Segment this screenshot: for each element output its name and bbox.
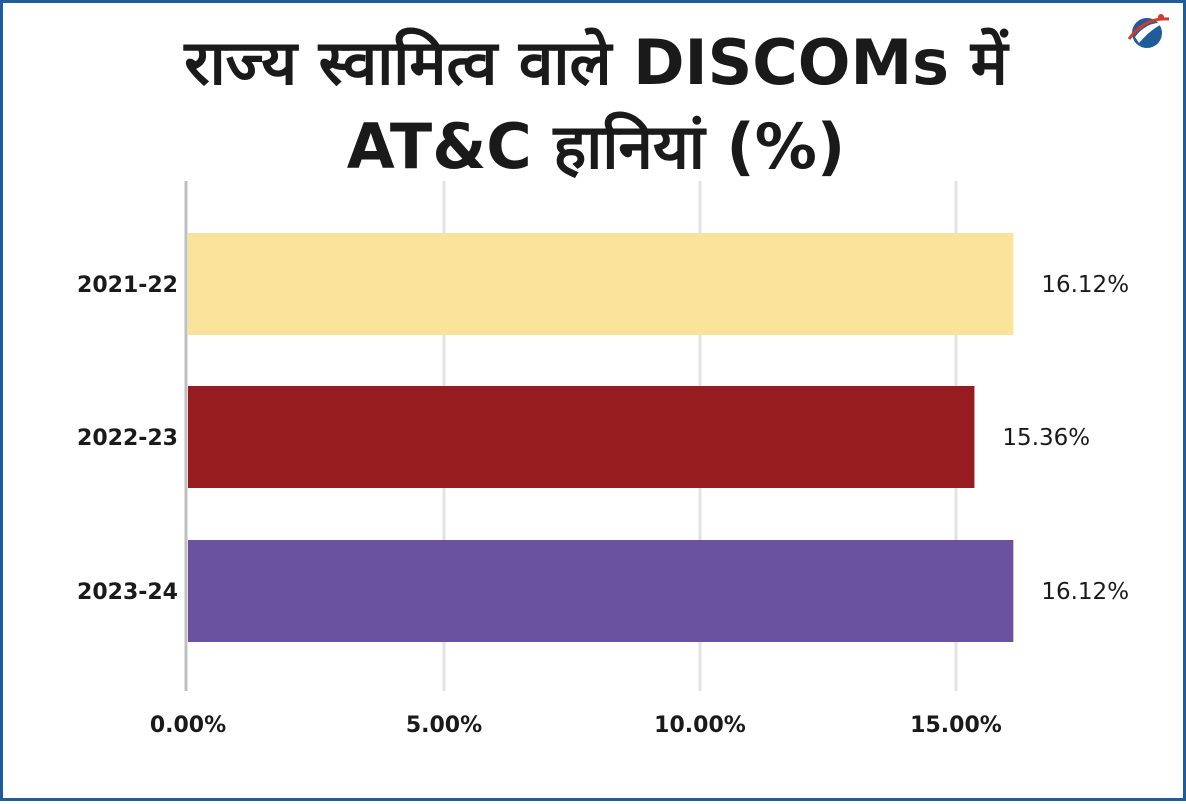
globe-logo-icon <box>1127 14 1170 48</box>
category-label: 2023-24 <box>77 580 178 605</box>
value-label: 16.12% <box>1041 272 1129 298</box>
x-tick-label: 0.00% <box>150 713 226 738</box>
chart-title: राज्य स्वामित्व वाले DISCOMs में AT&C हा… <box>3 21 1186 189</box>
bar-2022-23 <box>188 386 975 488</box>
value-label: 15.36% <box>1002 425 1090 451</box>
x-tick-label: 15.00% <box>910 713 1002 738</box>
bar-chart: 2021-22 2022-23 2023-24 16.12% 15.36% 16.12% 0… <box>77 181 1129 738</box>
chart-title-line-2: AT&C हानियां (%) <box>346 110 846 183</box>
category-label: 2021-22 <box>77 273 178 298</box>
x-tick-label: 10.00% <box>654 713 746 738</box>
chart-title-line-1: राज्य स्वामित्व वाले DISCOMs में <box>184 26 1008 99</box>
bar-2023-24 <box>188 540 1014 642</box>
category-label: 2022-23 <box>77 426 178 451</box>
x-tick-label: 5.00% <box>406 713 482 738</box>
value-label: 16.12% <box>1041 579 1129 605</box>
bar-2021-22 <box>188 233 1014 335</box>
